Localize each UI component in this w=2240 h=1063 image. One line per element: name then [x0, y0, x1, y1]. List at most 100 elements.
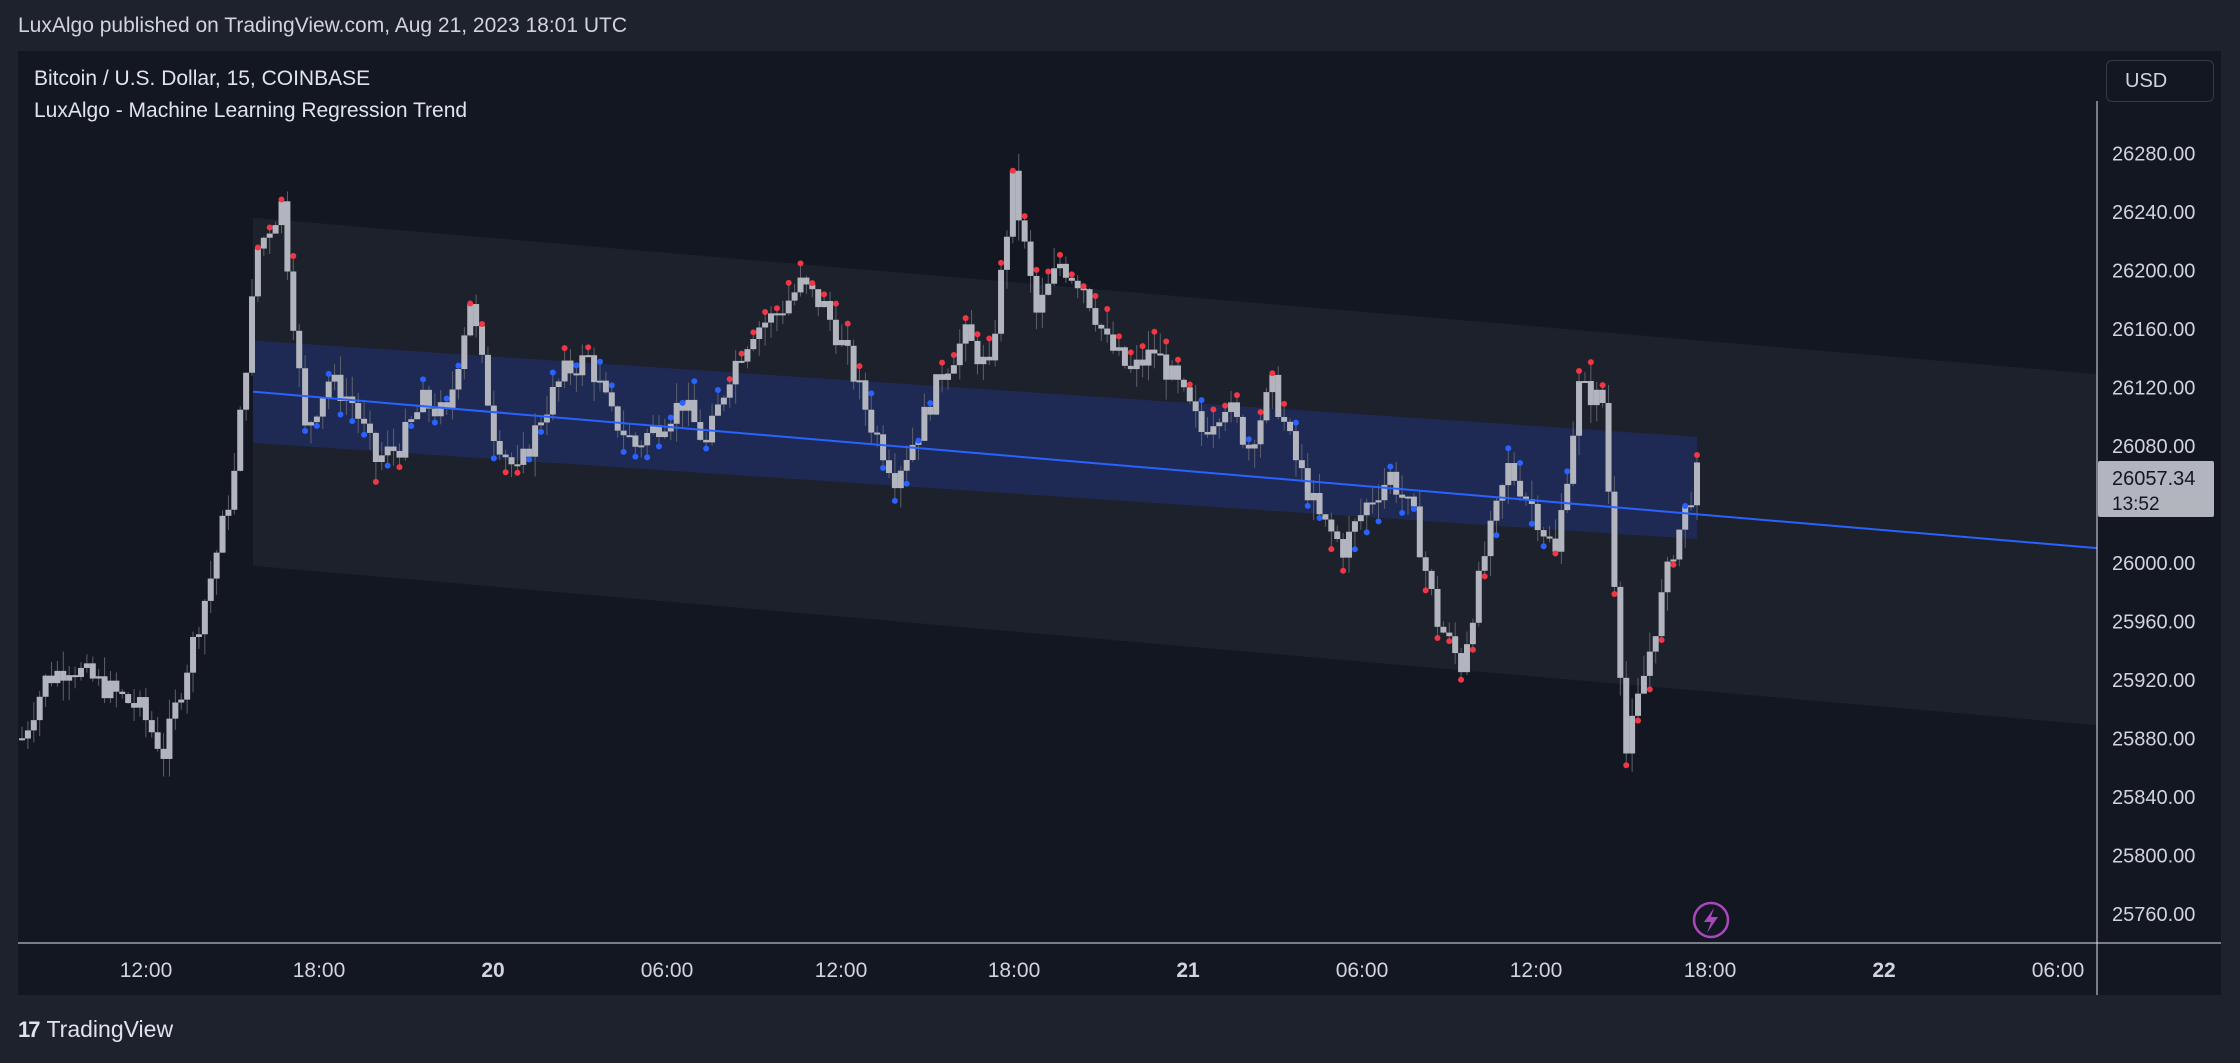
signal-dot: [927, 400, 934, 407]
signal-dot: [1328, 546, 1335, 553]
candle-body: [614, 406, 621, 431]
time-tick-label: 06:00: [2032, 959, 2085, 982]
signal-dot: [821, 291, 828, 298]
candle-body: [738, 360, 745, 363]
signal-dot: [1116, 333, 1123, 340]
signal-dot: [1623, 762, 1630, 769]
symbol-legend[interactable]: Bitcoin / U.S. Dollar, 15, COINBASE: [34, 67, 371, 90]
candle-body: [1587, 381, 1594, 406]
signal-dot: [750, 329, 757, 336]
signal-dot: [809, 280, 816, 287]
currency-button[interactable]: USD: [2106, 60, 2214, 102]
candle-body: [974, 340, 981, 365]
candle-body: [1570, 435, 1577, 484]
candle-body: [1393, 471, 1400, 495]
signal-dot: [1222, 402, 1229, 409]
signal-dot: [1375, 518, 1382, 525]
candle-body: [526, 448, 533, 457]
candle-body: [1452, 636, 1459, 654]
countdown-label: 13:52: [2112, 494, 2160, 515]
candle-body: [868, 409, 875, 433]
price-tick-label: 26240.00: [2112, 202, 2195, 224]
candle-body: [260, 237, 267, 249]
candle-body: [803, 277, 810, 285]
signal-dot: [986, 335, 993, 342]
indicator-legend[interactable]: LuxAlgo - Machine Learning Regression Tr…: [34, 99, 468, 122]
candle-body: [821, 300, 828, 308]
signal-dot: [1104, 306, 1111, 313]
footer-brand[interactable]: 17 TradingView: [18, 1016, 173, 1043]
candle-body: [148, 720, 155, 733]
candle-body: [166, 718, 173, 759]
candle-body: [1304, 468, 1311, 501]
candle-body: [962, 324, 969, 344]
signal-dot: [1599, 382, 1606, 389]
signal-dot: [372, 478, 379, 485]
signal-dot: [891, 497, 898, 504]
signal-dot: [1163, 338, 1170, 345]
candle-body: [325, 381, 332, 398]
candle-body: [1676, 529, 1683, 560]
price-tick-label: 25960.00: [2112, 611, 2195, 633]
candle-body: [337, 374, 344, 401]
candle-body: [1257, 420, 1264, 445]
signal-dot: [655, 443, 662, 450]
candle-body: [1222, 411, 1229, 423]
candle-body: [154, 732, 161, 749]
signal-dot: [1363, 529, 1370, 536]
signal-dot: [974, 331, 981, 338]
candle-body: [874, 432, 881, 435]
candle-body: [278, 201, 285, 226]
signal-dot: [1682, 503, 1689, 510]
candle-body: [1245, 444, 1252, 449]
candle-body: [19, 738, 25, 741]
signal-dot: [1528, 520, 1535, 527]
candle-body: [243, 372, 250, 410]
signal-dot: [266, 224, 273, 231]
candle-body: [697, 422, 704, 440]
candle-body: [1045, 283, 1052, 295]
signal-dot: [1422, 587, 1429, 594]
candle-body: [644, 433, 651, 446]
signal-dot: [526, 456, 533, 463]
candle-body: [585, 355, 592, 358]
candle-body: [673, 402, 680, 424]
candle-body: [384, 446, 391, 456]
time-tick-label: 18:00: [988, 959, 1041, 982]
signal-dot: [903, 480, 910, 487]
candle-body: [1346, 531, 1353, 558]
signal-dot: [1540, 543, 1547, 550]
candle-body: [508, 457, 515, 465]
price-axis: 26320.0026280.0026240.0026200.0026160.00…: [2112, 85, 2195, 926]
candle-body: [1446, 632, 1453, 637]
candle-body: [561, 360, 568, 382]
candle-body: [856, 380, 863, 383]
signal-dot: [1387, 463, 1394, 470]
candle-body: [425, 389, 432, 409]
signal-dot: [1292, 419, 1299, 426]
signal-dot: [1564, 468, 1571, 475]
candle-body: [284, 201, 291, 272]
candle-body: [1599, 389, 1606, 404]
candle-body: [1334, 531, 1341, 540]
candle-body: [1682, 506, 1689, 530]
candle-body: [113, 680, 120, 692]
signal-dot: [1092, 293, 1099, 300]
signal-dot: [1505, 445, 1512, 452]
candle-body: [1611, 491, 1618, 587]
footer-brand-label: TradingView: [46, 1016, 174, 1042]
candle-body: [125, 694, 132, 704]
candle-body: [903, 459, 910, 471]
signal-dot: [443, 395, 450, 402]
signal-dot: [549, 369, 556, 376]
signal-dot: [1233, 392, 1240, 399]
signal-dot: [408, 423, 415, 430]
candle-body: [862, 380, 869, 410]
signal-dot: [726, 376, 733, 383]
candle-body: [48, 675, 55, 684]
candle-body: [36, 696, 43, 721]
signal-dot: [455, 362, 462, 369]
candle-body: [1292, 431, 1299, 461]
candle-body: [655, 425, 662, 438]
